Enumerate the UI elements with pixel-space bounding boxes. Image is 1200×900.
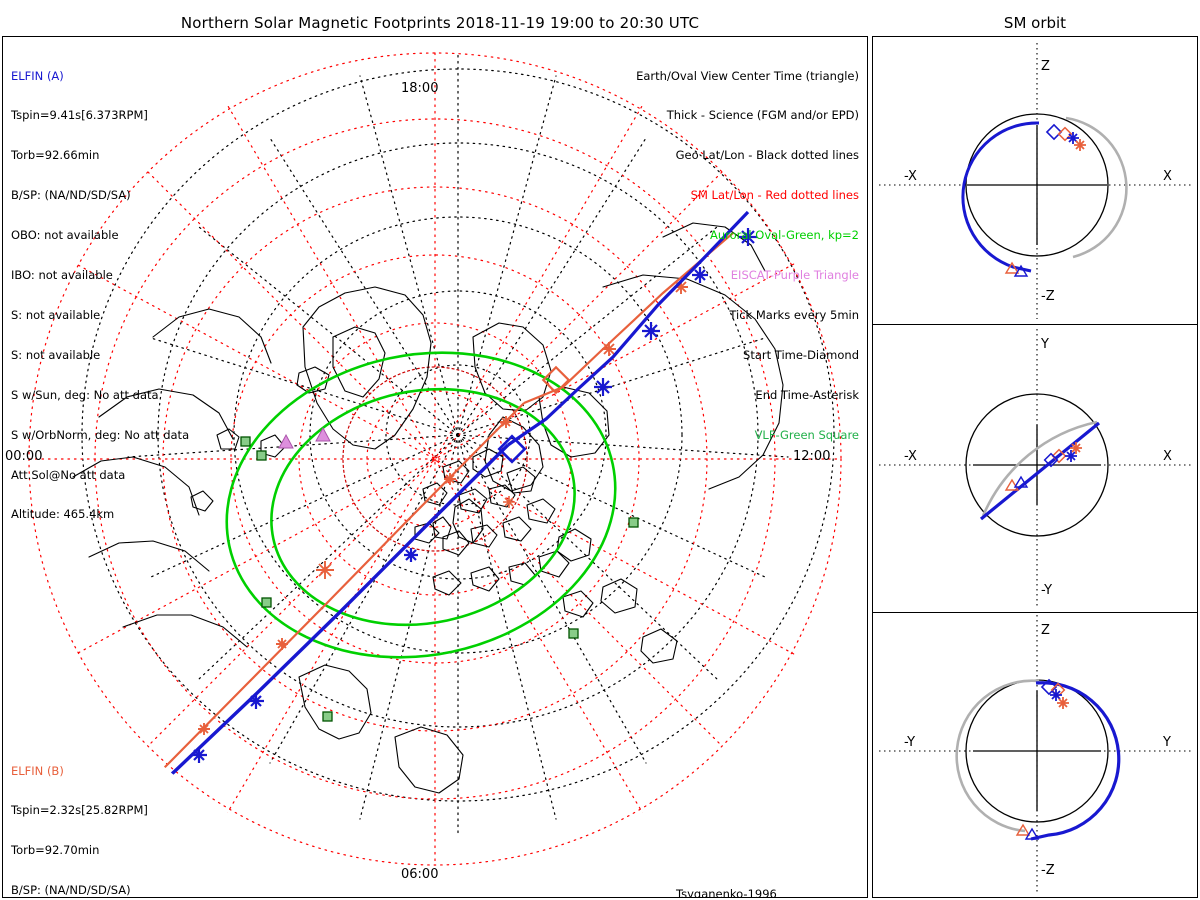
axis-cross-xz [967,125,1107,245]
vlf-stations [240,436,639,722]
model-name: Tsyganenko-1996 [676,886,777,898]
elfin-a-line-6: S: not available [11,347,101,362]
axis-cross-yz [973,691,1101,811]
sm-orbit-panel-xz[interactable]: Z -Z -X X [872,36,1198,324]
sm-inner-circle [342,366,528,552]
sm-orbit-panel-xy[interactable]: Y -Y -X X [872,324,1198,612]
elfin-a-line-10: Altitude: 465.4km [11,507,115,522]
legend-item-2: Geo Lat/Lon - Black dotted lines [675,148,859,163]
elfin-b-name: ELFIN (B) [11,763,64,778]
axis-label-y-pos-yz: Y [1163,735,1171,750]
start-marker-b [541,365,571,395]
orbit-axes-yz [879,615,1191,893]
legend-item-8: End Time-Asterisk [755,387,859,402]
elfin-b-line-1: Torb=92.70min [11,843,100,858]
page-title: Northern Solar Magnetic Footprints 2018-… [180,14,700,32]
legend-item-4: Auroral Oval-Green, kp=2 [709,228,859,243]
auroral-oval [225,351,617,659]
legend-item-0: Earth/Oval View Center Time (triangle) [636,68,859,83]
orbit-trace-blue-xz [961,121,1040,273]
earth-circle-xz [965,113,1109,257]
legend-item-5: EISCAT-Purple Triangle [730,268,859,283]
elfin-a-line-4: IBO: not available [11,268,113,283]
elfin-a-line-1: Torb=92.66min [11,148,100,163]
axis-label-z-neg-xz: -Z [1041,289,1055,304]
center-time-marker [503,496,515,508]
eiscat-stations [278,426,331,449]
earth-circle-xy [965,393,1109,537]
model-credits: Tsyganenko-1996 Created: Sun Jan 29 09:3… [676,861,867,898]
elfin-b-info: ELFIN (B) Tspin=2.32s[25.82RPM] Torb=92.… [11,738,189,898]
axis-label-y-pos-xy: Y [1041,337,1049,352]
elfin-a-line-3: OBO: not available [11,228,119,243]
axis-label-x-pos-xz: X [1163,169,1172,184]
orbit-trace-gray-xz [1065,116,1128,259]
mlt-label-12: 12:00 [793,449,831,464]
orbit-axes-xy [879,329,1191,607]
orbit-trace-gray-yz [955,679,1040,833]
map-legend: Earth/Oval View Center Time (triangle) T… [636,43,859,469]
orbit-xy-svg [879,329,1191,607]
elfin-a-line-8: S w/OrbNorm, deg: No att data [11,427,190,442]
legend-item-1: Thick - Science (FGM and/or EPD) [666,108,859,123]
polar-map-svg [28,52,842,866]
orbit-trace-gray-xy [981,420,1098,517]
elfin-a-line-7: S w/Sun, deg: No att data [11,387,159,402]
orbit-markers-yz [1015,678,1069,840]
axis-label-x-neg-xy: -X [904,449,917,464]
orbit-yz-svg [879,615,1191,893]
mlt-label-00: 00:00 [5,449,43,464]
legend-item-6: Tick Marks every 5min [729,307,859,322]
axis-label-y-neg-xy: -Y [1041,583,1053,598]
axis-label-y-neg-yz: -Y [904,735,916,750]
track-elfin-b [122,232,734,810]
axis-label-z-pos-xz: Z [1041,59,1050,74]
elfin-b-line-2: B/SP: (NA/ND/SD/SA) [11,883,131,898]
orbit-panel-title: SM orbit [1003,14,1067,32]
sm-orbit-panel-yz[interactable]: Z -Z -Y Y [872,612,1198,898]
mlt-label-06: 06:00 [401,867,439,882]
orbit-markers-xz [1004,123,1086,277]
polar-footprint-map[interactable]: ELFIN (A) Tspin=9.41s[6.373RPM] Torb=92.… [2,36,868,898]
elfin-a-name: ELFIN (A) [11,68,64,83]
axis-label-x-pos-xy: X [1163,449,1172,464]
orbit-trace-blue-xy [979,421,1101,521]
orbit-trace-blue-yz [1030,681,1121,841]
elfin-a-info: ELFIN (A) Tspin=9.41s[6.373RPM] Torb=92.… [11,43,189,548]
legend-item-3: SM Lat/Lon - Red dotted lines [690,188,859,203]
axis-cross-xy [973,425,1101,505]
orbit-markers-xy [1004,442,1082,491]
elfin-a-line-5: S: not available [11,307,101,322]
legend-item-9: VLF-Green Square [754,427,859,442]
orbit-xz-svg [879,43,1191,319]
axis-label-z-pos-yz: Z [1041,623,1050,638]
legend-item-7: Start Time-Diamond [743,347,859,362]
axis-label-z-neg-yz: -Z [1041,863,1055,878]
elfin-a-line-9: Att.Sol@No att data [11,467,126,482]
orbit-axes-xz [879,43,1191,319]
axis-label-x-neg-xz: -X [904,169,917,184]
elfin-a-line-0: Tspin=9.41s[6.373RPM] [11,108,148,123]
mlt-label-18: 18:00 [401,81,439,96]
elfin-a-line-2: B/SP: (NA/ND/SD/SA) [11,188,131,203]
start-marker-a [497,434,527,464]
elfin-b-line-0: Tspin=2.32s[25.82RPM] [11,803,148,818]
